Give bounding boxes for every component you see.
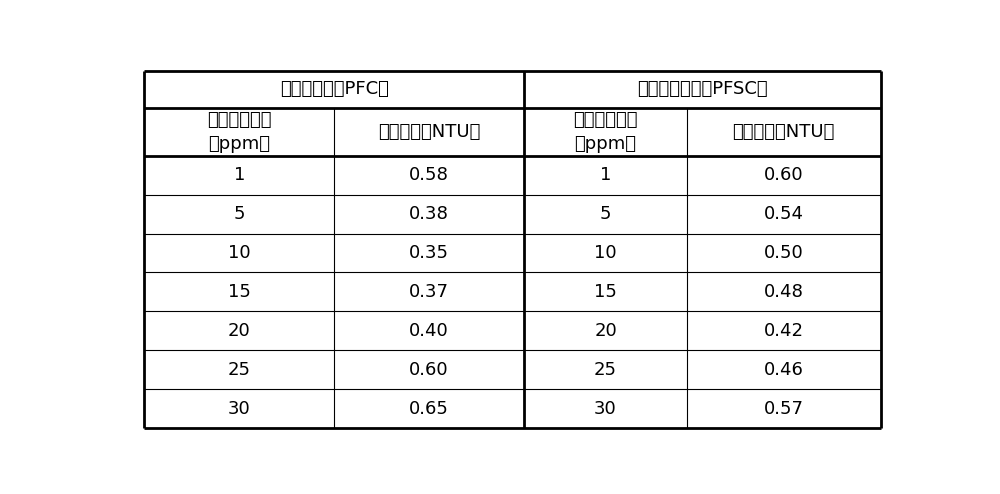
Text: 0.50: 0.50 [764, 244, 804, 262]
Text: 絮凝剂投加量
（ppm）: 絮凝剂投加量 （ppm） [207, 111, 272, 153]
Text: 30: 30 [228, 400, 251, 418]
Text: 0.65: 0.65 [409, 400, 449, 418]
Text: 30: 30 [594, 400, 617, 418]
Text: 0.37: 0.37 [409, 283, 449, 301]
Text: 1: 1 [234, 166, 245, 184]
Text: 0.54: 0.54 [764, 205, 804, 223]
Text: 0.58: 0.58 [409, 166, 449, 184]
Text: 剩余浊度（NTU）: 剩余浊度（NTU） [378, 123, 480, 141]
Text: 0.57: 0.57 [764, 400, 804, 418]
Text: 0.48: 0.48 [764, 283, 804, 301]
Text: 10: 10 [594, 244, 617, 262]
Text: 0.46: 0.46 [764, 361, 804, 379]
Text: 0.35: 0.35 [409, 244, 449, 262]
Text: 10: 10 [228, 244, 251, 262]
Text: 1: 1 [600, 166, 611, 184]
Text: 25: 25 [228, 361, 251, 379]
Text: 25: 25 [594, 361, 617, 379]
Text: 剩余浊度（NTU）: 剩余浊度（NTU） [733, 123, 835, 141]
Text: 5: 5 [234, 205, 245, 223]
Text: 0.38: 0.38 [409, 205, 449, 223]
Text: 絮凝剂投加量
（ppm）: 絮凝剂投加量 （ppm） [573, 111, 638, 153]
Text: 15: 15 [594, 283, 617, 301]
Text: 15: 15 [228, 283, 251, 301]
Text: 0.42: 0.42 [764, 322, 804, 340]
Text: 聚硅酸氯化铁（PFSC）: 聚硅酸氯化铁（PFSC） [637, 81, 768, 98]
Text: 20: 20 [228, 322, 251, 340]
Text: 0.40: 0.40 [409, 322, 449, 340]
Text: 聚合氯化铁（PFC）: 聚合氯化铁（PFC） [280, 81, 389, 98]
Text: 5: 5 [600, 205, 611, 223]
Text: 0.60: 0.60 [409, 361, 449, 379]
Text: 0.60: 0.60 [764, 166, 804, 184]
Text: 20: 20 [594, 322, 617, 340]
